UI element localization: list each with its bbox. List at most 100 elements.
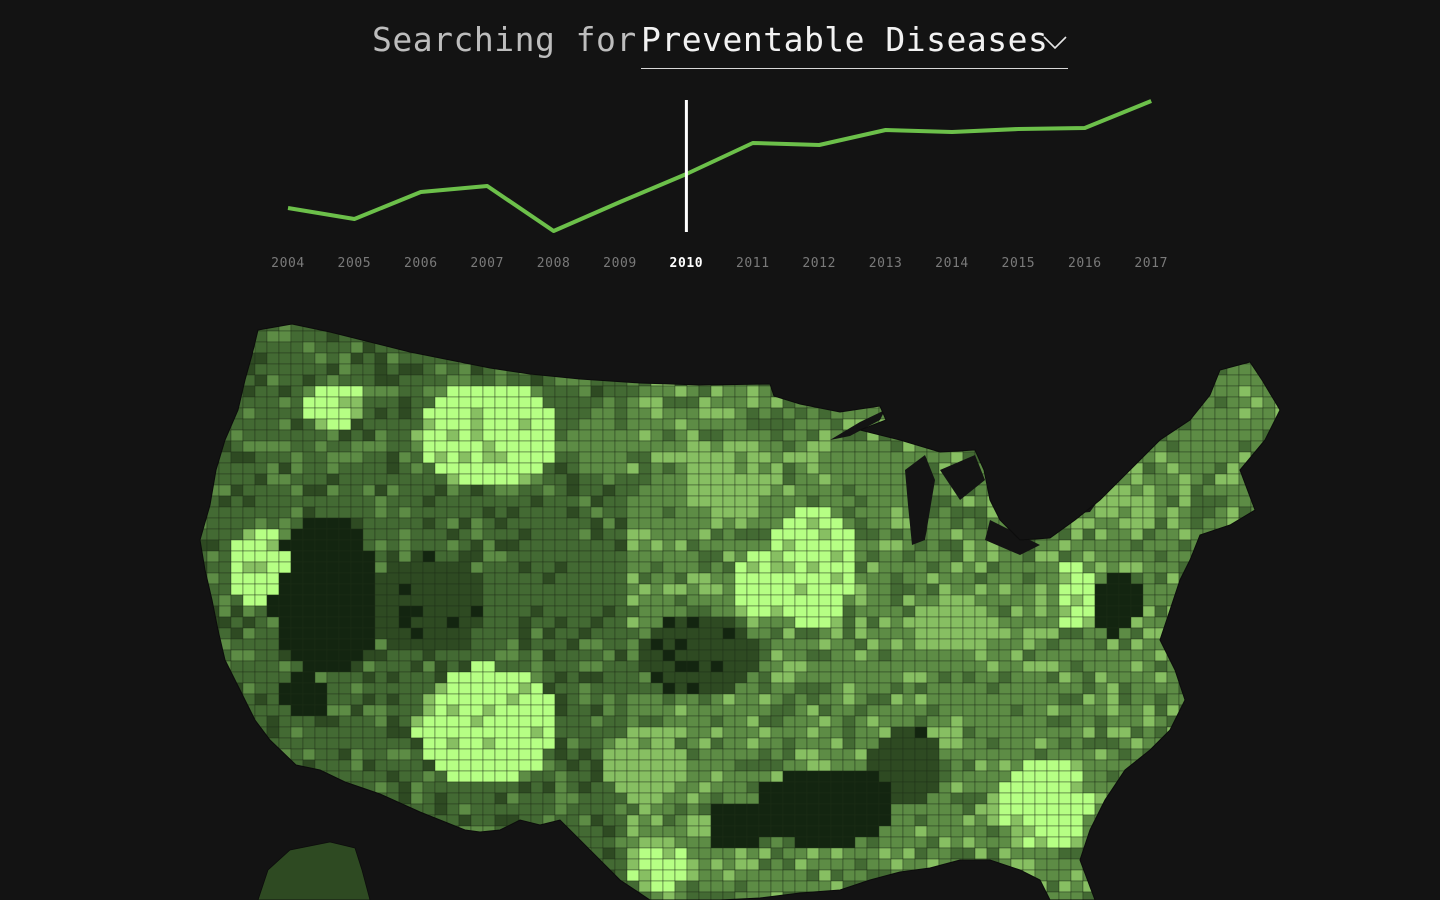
county-cell[interactable] bbox=[206, 825, 220, 838]
county-cell[interactable] bbox=[866, 495, 880, 508]
county-cell[interactable] bbox=[566, 715, 580, 728]
county-cell[interactable] bbox=[326, 781, 340, 794]
county-cell[interactable] bbox=[302, 825, 316, 838]
county-cell[interactable] bbox=[1034, 605, 1048, 618]
county-cell[interactable] bbox=[362, 616, 376, 629]
county-cell[interactable] bbox=[1082, 693, 1096, 706]
county-cell[interactable] bbox=[602, 671, 616, 684]
county-cell[interactable] bbox=[998, 781, 1012, 794]
county-cell[interactable] bbox=[914, 737, 928, 750]
county-cell[interactable] bbox=[1238, 649, 1252, 662]
county-cell[interactable] bbox=[1202, 407, 1216, 420]
county-cell[interactable] bbox=[350, 440, 364, 453]
county-cell[interactable] bbox=[614, 858, 628, 871]
county-cell[interactable] bbox=[458, 320, 472, 332]
county-cell[interactable] bbox=[314, 517, 328, 530]
county-cell[interactable] bbox=[830, 726, 844, 739]
county-cell[interactable] bbox=[195, 858, 208, 871]
county-cell[interactable] bbox=[638, 891, 652, 900]
county-cell[interactable] bbox=[602, 649, 616, 662]
county-cell[interactable] bbox=[770, 363, 784, 376]
county-cell[interactable] bbox=[398, 506, 412, 519]
county-cell[interactable] bbox=[338, 506, 352, 519]
county-cell[interactable] bbox=[1262, 759, 1276, 772]
county-cell[interactable] bbox=[554, 825, 568, 838]
county-cell[interactable] bbox=[350, 374, 364, 387]
county-cell[interactable] bbox=[482, 814, 496, 827]
county-cell[interactable] bbox=[926, 869, 940, 882]
county-cell[interactable] bbox=[518, 825, 532, 838]
county-cell[interactable] bbox=[518, 792, 532, 805]
county-cell[interactable] bbox=[470, 495, 484, 508]
county-cell[interactable] bbox=[710, 671, 724, 684]
county-cell[interactable] bbox=[662, 869, 676, 882]
county-cell[interactable] bbox=[1046, 770, 1060, 783]
county-cell[interactable] bbox=[1178, 363, 1192, 376]
county-cell[interactable] bbox=[962, 330, 976, 343]
county-cell[interactable] bbox=[566, 539, 580, 552]
county-cell[interactable] bbox=[1166, 792, 1180, 805]
county-cell[interactable] bbox=[938, 792, 952, 805]
county-cell[interactable] bbox=[446, 385, 460, 398]
county-cell[interactable] bbox=[1058, 616, 1072, 629]
county-cell[interactable] bbox=[1190, 583, 1204, 596]
county-cell[interactable] bbox=[698, 891, 712, 900]
county-cell[interactable] bbox=[734, 440, 748, 453]
county-cell[interactable] bbox=[494, 352, 508, 365]
county-cell[interactable] bbox=[398, 671, 412, 684]
county-cell[interactable] bbox=[422, 704, 436, 717]
county-cell[interactable] bbox=[1022, 803, 1036, 816]
county-cell[interactable] bbox=[950, 506, 964, 519]
county-cell[interactable] bbox=[806, 407, 820, 420]
county-cell[interactable] bbox=[794, 528, 808, 541]
county-cell[interactable] bbox=[1106, 704, 1120, 717]
county-cell[interactable] bbox=[1046, 374, 1060, 387]
county-cell[interactable] bbox=[1202, 473, 1216, 486]
county-cell[interactable] bbox=[290, 781, 304, 794]
county-cell[interactable] bbox=[794, 451, 808, 464]
county-cell[interactable] bbox=[782, 440, 796, 453]
county-cell[interactable] bbox=[326, 594, 340, 607]
county-cell[interactable] bbox=[734, 682, 748, 695]
county-cell[interactable] bbox=[350, 792, 364, 805]
county-cell[interactable] bbox=[1058, 825, 1072, 838]
county-cell[interactable] bbox=[686, 891, 700, 900]
county-cell[interactable] bbox=[1130, 462, 1144, 475]
county-cell[interactable] bbox=[350, 407, 364, 420]
county-cell[interactable] bbox=[206, 649, 220, 662]
county-cell[interactable] bbox=[578, 825, 592, 838]
county-cell[interactable] bbox=[1046, 671, 1060, 684]
county-cell[interactable] bbox=[614, 550, 628, 563]
county-cell[interactable] bbox=[1058, 484, 1072, 497]
county-cell[interactable] bbox=[914, 320, 928, 332]
county-cell[interactable] bbox=[698, 451, 712, 464]
county-cell[interactable] bbox=[470, 781, 484, 794]
county-cell[interactable] bbox=[254, 770, 268, 783]
county-cell[interactable] bbox=[794, 770, 808, 783]
county-cell[interactable] bbox=[818, 473, 832, 486]
county-cell[interactable] bbox=[195, 605, 208, 618]
county-cell[interactable] bbox=[998, 770, 1012, 783]
county-cell[interactable] bbox=[530, 792, 544, 805]
county-cell[interactable] bbox=[962, 385, 976, 398]
county-cell[interactable] bbox=[782, 572, 796, 585]
county-cell[interactable] bbox=[842, 396, 856, 409]
county-cell[interactable] bbox=[1046, 627, 1060, 640]
county-cell[interactable] bbox=[290, 660, 304, 673]
county-cell[interactable] bbox=[602, 451, 616, 464]
county-cell[interactable] bbox=[195, 671, 208, 684]
county-cell[interactable] bbox=[1250, 396, 1264, 409]
county-cell[interactable] bbox=[842, 836, 856, 849]
county-cell[interactable] bbox=[494, 704, 508, 717]
county-cell[interactable] bbox=[1238, 858, 1252, 871]
county-cell[interactable] bbox=[1202, 495, 1216, 508]
county-cell[interactable] bbox=[218, 320, 232, 332]
county-cell[interactable] bbox=[986, 869, 1000, 882]
county-cell[interactable] bbox=[998, 825, 1012, 838]
county-cell[interactable] bbox=[1034, 385, 1048, 398]
county-cell[interactable] bbox=[506, 616, 520, 629]
county-cell[interactable] bbox=[1238, 572, 1252, 585]
county-cell[interactable] bbox=[1142, 847, 1156, 860]
county-cell[interactable] bbox=[302, 594, 316, 607]
county-cell[interactable] bbox=[386, 451, 400, 464]
